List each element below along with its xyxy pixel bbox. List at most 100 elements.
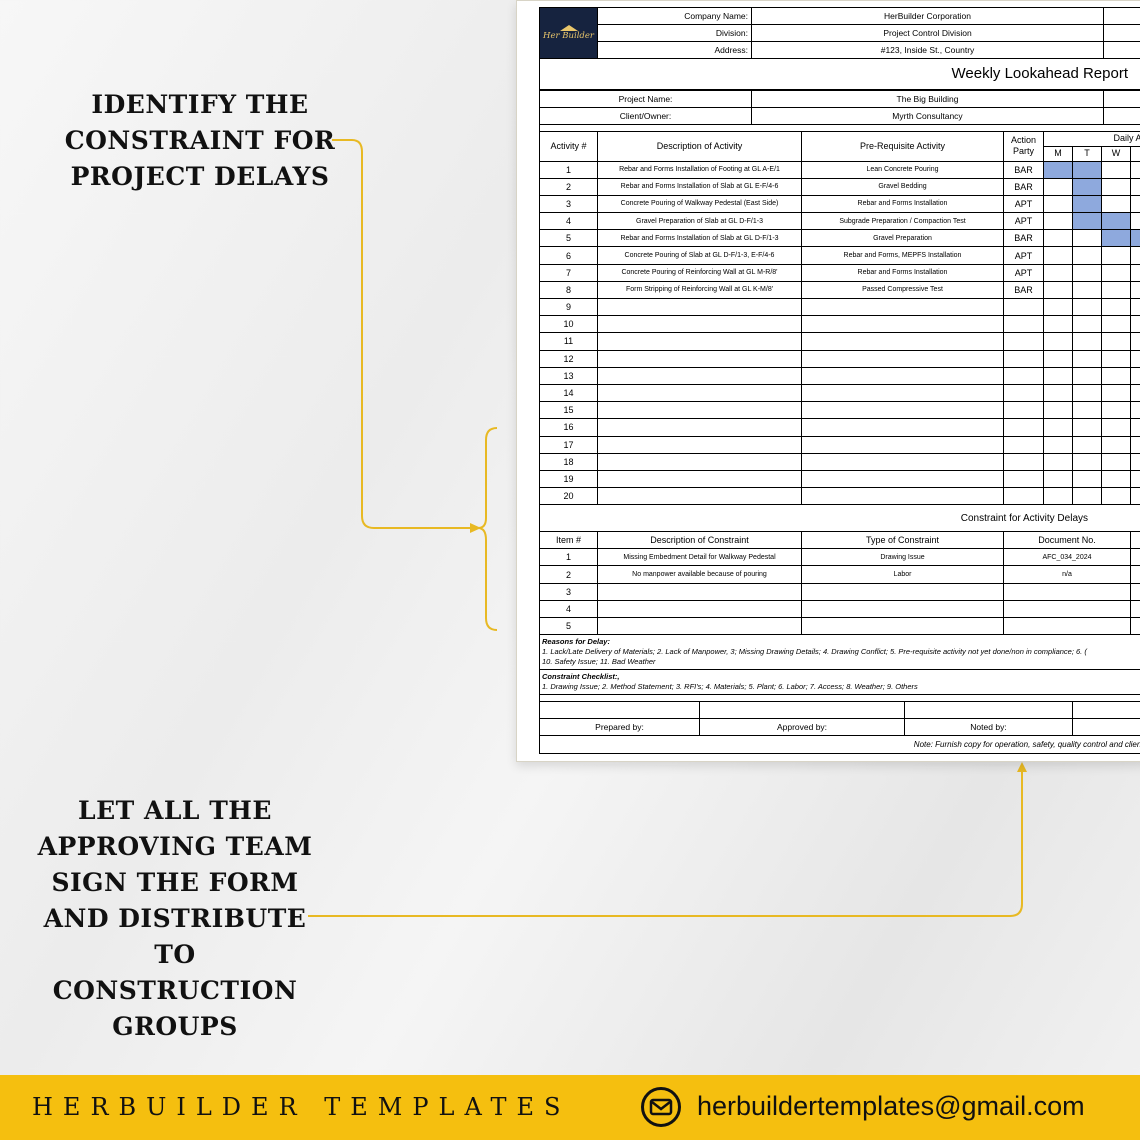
constraint-description bbox=[597, 599, 802, 619]
activity-row: 14 bbox=[539, 383, 1140, 403]
schedule-cell bbox=[1072, 418, 1102, 437]
activity-action-party bbox=[1003, 487, 1044, 506]
company-label: Company Name: bbox=[597, 7, 752, 25]
constraint-item-number: 1 bbox=[539, 548, 598, 567]
constraint-row: 1 Missing Embedment Detail for Walkway Pe… bbox=[539, 548, 1140, 567]
activity-row: 10 bbox=[539, 315, 1140, 334]
callout-line: TO bbox=[154, 940, 196, 969]
activity-prerequisite bbox=[801, 383, 1004, 403]
constraint-item-number: 2 bbox=[539, 565, 598, 584]
activity-prerequisite: Gravel Bedding bbox=[801, 177, 1004, 196]
activity-row: 18 bbox=[539, 452, 1140, 471]
activity-action-party: BAR bbox=[1003, 229, 1044, 248]
col-prerequisite: Pre-Requisite Activity bbox=[801, 130, 1004, 162]
callout-line: GROUPS bbox=[112, 1012, 238, 1041]
activity-row: 13 bbox=[539, 366, 1140, 385]
constraint-description bbox=[597, 582, 802, 601]
activity-prerequisite bbox=[801, 418, 1004, 437]
schedule-cell bbox=[1129, 452, 1140, 471]
schedule-cell bbox=[1043, 452, 1073, 471]
schedule-cell bbox=[1072, 452, 1102, 471]
prepared-by-label: Prepared by: bbox=[539, 718, 700, 737]
schedule-cell bbox=[1043, 487, 1073, 506]
schedule-cell bbox=[1129, 435, 1140, 454]
constraint-document bbox=[1003, 582, 1131, 601]
checklist-section: Constraint Checklist:, 1. Drawing Issue;… bbox=[539, 670, 1140, 696]
bracket-constraint bbox=[477, 427, 498, 631]
col-description: Description of Activity bbox=[597, 130, 802, 162]
constraint-row: 3 bbox=[539, 582, 1140, 601]
callout-line: IDENTIFY THE bbox=[91, 90, 309, 119]
schedule-cell bbox=[1101, 332, 1131, 351]
schedule-cell bbox=[1101, 263, 1131, 282]
schedule-cell bbox=[1129, 469, 1140, 489]
activity-number: 20 bbox=[539, 487, 598, 506]
constraint-title-table: Constraint for Activity Delays bbox=[539, 505, 1140, 532]
activity-number: 18 bbox=[539, 452, 598, 471]
activity-prerequisite bbox=[801, 297, 1004, 317]
activity-number: 19 bbox=[539, 469, 598, 489]
activity-description bbox=[597, 297, 802, 317]
schedule-cell bbox=[1101, 366, 1131, 385]
report-title: Weekly Lookahead Report bbox=[539, 59, 1140, 90]
contact-email[interactable]: herbuildertemplates@gmail.com bbox=[697, 1091, 1085, 1121]
activity-row: 5 Rebar and Forms Installation of Slab at… bbox=[539, 229, 1140, 248]
schedule-cell bbox=[1072, 315, 1102, 334]
activity-description bbox=[597, 469, 802, 489]
activity-description bbox=[597, 452, 802, 471]
schedule-cell bbox=[1101, 487, 1131, 506]
schedule-cell bbox=[1072, 487, 1102, 506]
schedule-cell bbox=[1072, 160, 1102, 179]
activity-row: 9 bbox=[539, 297, 1140, 317]
activity-description: Concrete Pouring of Slab at GL D-F/1-3, … bbox=[597, 246, 802, 265]
schedule-cell bbox=[1043, 332, 1073, 351]
schedule-cell bbox=[1129, 212, 1140, 231]
division-label: Division: bbox=[597, 24, 752, 42]
constraint-type: Drawing Issue bbox=[801, 548, 1004, 567]
callout-line: APPROVING TEAM bbox=[37, 832, 313, 861]
schedule-cell bbox=[1043, 177, 1073, 196]
project-label: Project Name: bbox=[539, 89, 752, 108]
signature-table: Prepared by: Approved by: Noted by: bbox=[539, 701, 1140, 737]
activity-row: 11 bbox=[539, 332, 1140, 351]
col-action-party: Action Party bbox=[1003, 130, 1044, 162]
arrowhead-approving bbox=[1017, 762, 1027, 772]
activity-number: 17 bbox=[539, 435, 598, 454]
schedule-cell bbox=[1072, 246, 1102, 265]
schedule-cell bbox=[1072, 280, 1102, 300]
constraint-row: 4 bbox=[539, 599, 1140, 619]
callout-line: CONSTRAINT FOR bbox=[64, 126, 336, 155]
activity-row: 3 Concrete Pouring of Walkway Pedestal (E… bbox=[539, 194, 1140, 214]
activity-prerequisite bbox=[801, 349, 1004, 368]
schedule-cell bbox=[1129, 263, 1140, 282]
activity-row: 12 bbox=[539, 349, 1140, 368]
callout-line: AND DISTRIBUTE bbox=[43, 904, 307, 933]
schedule-cell bbox=[1101, 280, 1131, 300]
schedule-cell bbox=[1129, 487, 1140, 506]
activity-prerequisite: Gravel Preparation bbox=[801, 229, 1004, 248]
company-value: HerBuilder Corporation bbox=[751, 7, 1104, 25]
schedule-cell bbox=[1129, 332, 1140, 351]
schedule-cell bbox=[1043, 297, 1073, 317]
activity-prerequisite: Rebar and Forms Installation bbox=[801, 263, 1004, 282]
activity-action-party bbox=[1003, 383, 1044, 403]
activity-prerequisite: Lean Concrete Pouring bbox=[801, 160, 1004, 179]
schedule-cell bbox=[1101, 297, 1131, 317]
schedule-cell bbox=[1129, 401, 1140, 420]
constraint-document: n/a bbox=[1003, 565, 1131, 584]
schedule-cell bbox=[1129, 280, 1140, 300]
activity-prerequisite bbox=[801, 332, 1004, 351]
day-monday: M bbox=[1043, 146, 1073, 162]
schedule-cell bbox=[1129, 349, 1140, 368]
activity-description bbox=[597, 435, 802, 454]
activity-number: 14 bbox=[539, 383, 598, 403]
noted-by-label: Noted by: bbox=[904, 718, 1073, 737]
activity-number: 15 bbox=[539, 401, 598, 420]
schedule-cell bbox=[1129, 229, 1140, 248]
constraint-document bbox=[1003, 616, 1131, 636]
activity-description: Concrete Pouring of Reinforcing Wall at … bbox=[597, 263, 802, 282]
activity-description bbox=[597, 418, 802, 437]
schedule-cell bbox=[1072, 435, 1102, 454]
activity-row: 2 Rebar and Forms Installation of Slab at… bbox=[539, 177, 1140, 196]
activity-row: 4 Gravel Preparation of Slab at GL D-F/1-… bbox=[539, 212, 1140, 231]
